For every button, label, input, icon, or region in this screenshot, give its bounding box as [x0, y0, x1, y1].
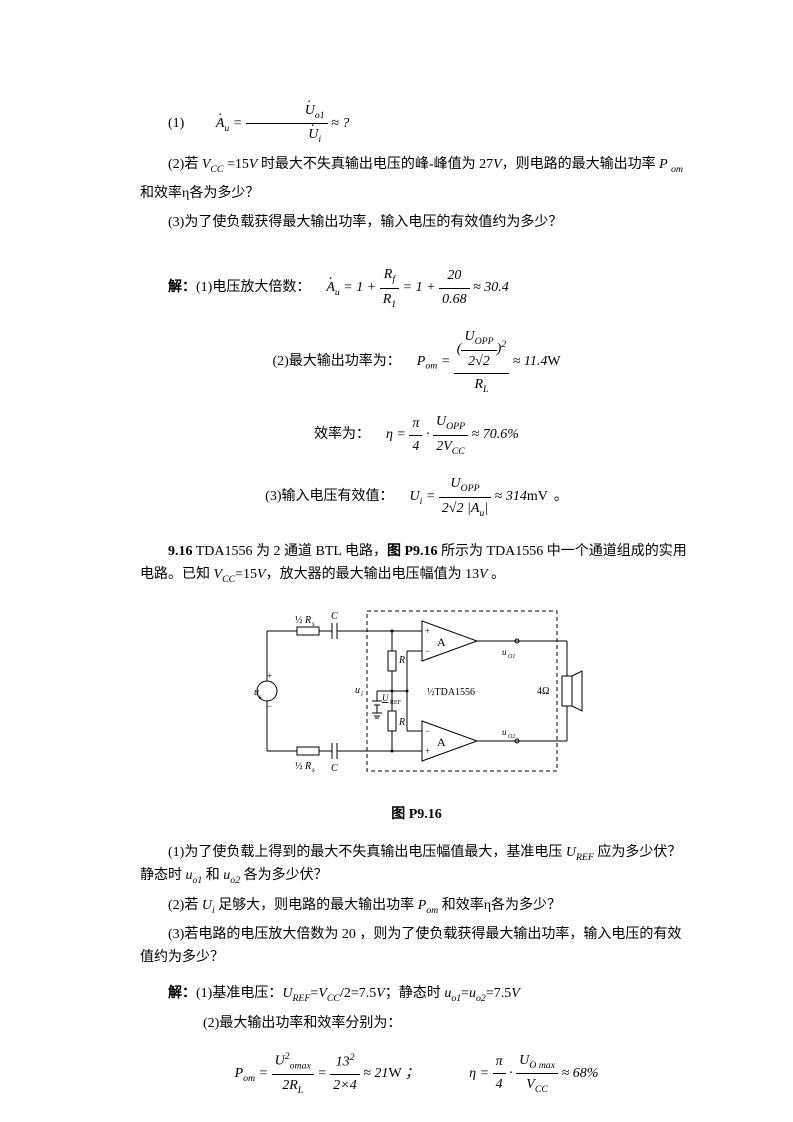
question-3: (3)为了使负载获得最大输出功率，输入电压的有效值约为多少？ [140, 212, 693, 234]
svg-text:i: i [361, 690, 363, 698]
svg-text:−: − [267, 701, 272, 711]
svg-text:A: A [437, 735, 446, 749]
p916-formula: Pom = U2omax 2RL = 132 2×4 ≈ 21W ； η = π… [140, 1049, 693, 1099]
svg-text:R: R [304, 761, 311, 772]
svg-text:u: u [355, 685, 360, 696]
svg-text:u: u [502, 647, 507, 657]
question-2: (2)若 VCC =15V 时最大不失真输出电压的峰-峰值为 27V，则电路的最… [140, 154, 693, 177]
problem-916-title: 9.16 TDA1556 为 2 通道 BTL 电路，图 P9.16 所示为 T… [140, 541, 693, 587]
svg-text:R: R [398, 655, 405, 666]
svg-text:½: ½ [295, 615, 303, 626]
question-2-line2: 和效率η各为多少？ [140, 183, 693, 205]
q1-prefix: (1) [168, 116, 188, 131]
p916-q3: (3)若电路的电压放大倍数为 20 ，则为了使负载获得最大输出功率，输入电压的有… [140, 924, 693, 969]
svg-text:O1: O1 [508, 654, 515, 660]
p916-q1: (1)为了使负载上得到的最大不失真输出电压幅值最大，基准电压 UREF 应为多少… [140, 842, 693, 889]
question-1: (1) Au = Uo1 Ui ≈ ? [140, 100, 693, 148]
solution-2-efficiency: 效率为： η = π4 · UOPP 2VCC ≈ 70.6% [140, 411, 693, 459]
svg-text:s: s [312, 766, 315, 774]
svg-text:+: + [425, 626, 430, 636]
svg-text:C: C [331, 611, 338, 622]
svg-text:½: ½ [295, 761, 303, 772]
svg-text:R: R [304, 615, 311, 626]
svg-text:s: s [312, 620, 315, 628]
svg-text:U: U [382, 693, 389, 703]
solution-1: 解：(1)电压放大倍数： Au = 1 + Rf R1 = 1 + 20 0.6… [168, 264, 693, 312]
svg-text:s: s [259, 693, 262, 701]
solution-2-power: (2)最大输出功率为： Pom = (UOPP2√2)2 RL ≈ 11.4W [140, 326, 693, 397]
p916-sol2: (2)最大输出功率和效率分别为： [203, 1013, 693, 1035]
p916-q2: (2)若 Ui 足够大，则电路的最大输出功率 Pom 和效率η各为多少？ [140, 895, 693, 918]
svg-text:−: − [425, 726, 430, 736]
svg-text:+: + [425, 746, 430, 756]
solution-3: (3)输入电压有效值： Ui = UOPP 2√2 |Au| ≈ 314mV 。 [140, 473, 693, 521]
svg-text:½TDA1556: ½TDA1556 [427, 687, 475, 698]
figure-caption: 图 P9.16 [140, 804, 693, 826]
svg-text:REF: REF [390, 700, 402, 706]
svg-text:−: − [425, 646, 430, 656]
svg-text:R: R [398, 717, 405, 728]
svg-text:u: u [502, 727, 507, 737]
svg-text:4Ω: 4Ω [537, 686, 549, 697]
svg-text:O2: O2 [508, 734, 515, 740]
svg-text:+: + [267, 671, 272, 681]
p916-sol1: 解：(1)基准电压：UREF=VCC/2=7.5V；静态时 uo1=uo2=7.… [168, 983, 693, 1006]
svg-text:C: C [331, 763, 338, 774]
circuit-diagram: u s + − ½Rs C ½Rs C ui R R [140, 601, 693, 789]
svg-text:A: A [437, 635, 446, 649]
